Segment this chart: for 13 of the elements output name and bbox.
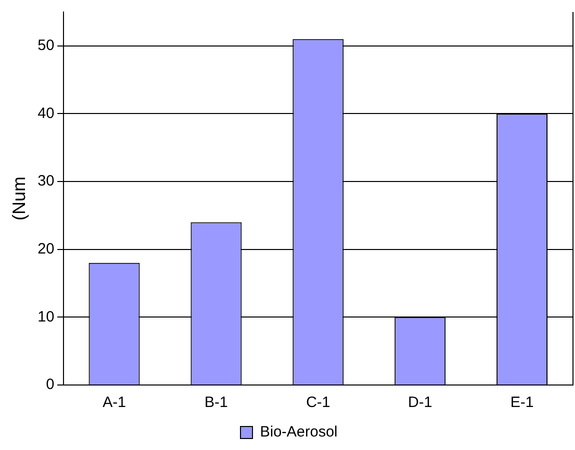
y-tick-label: 50 [38,37,54,54]
y-tick-label: 10 [38,308,54,326]
y-axis-title: (Num [8,176,29,220]
x-tick-label: B-1 [204,394,228,412]
legend-label: Bio-Aerosol [260,424,338,441]
x-tick-label: D-1 [408,394,432,412]
y-tick-label: 0 [46,376,54,394]
y-tick-label: 30 [38,172,54,190]
x-tick-label: A-1 [102,394,126,412]
y-tick-label: 40 [38,104,54,122]
x-tick-label: C-1 [306,394,330,412]
y-tick-label: 20 [38,240,54,258]
x-tick-label: E-1 [510,394,534,412]
